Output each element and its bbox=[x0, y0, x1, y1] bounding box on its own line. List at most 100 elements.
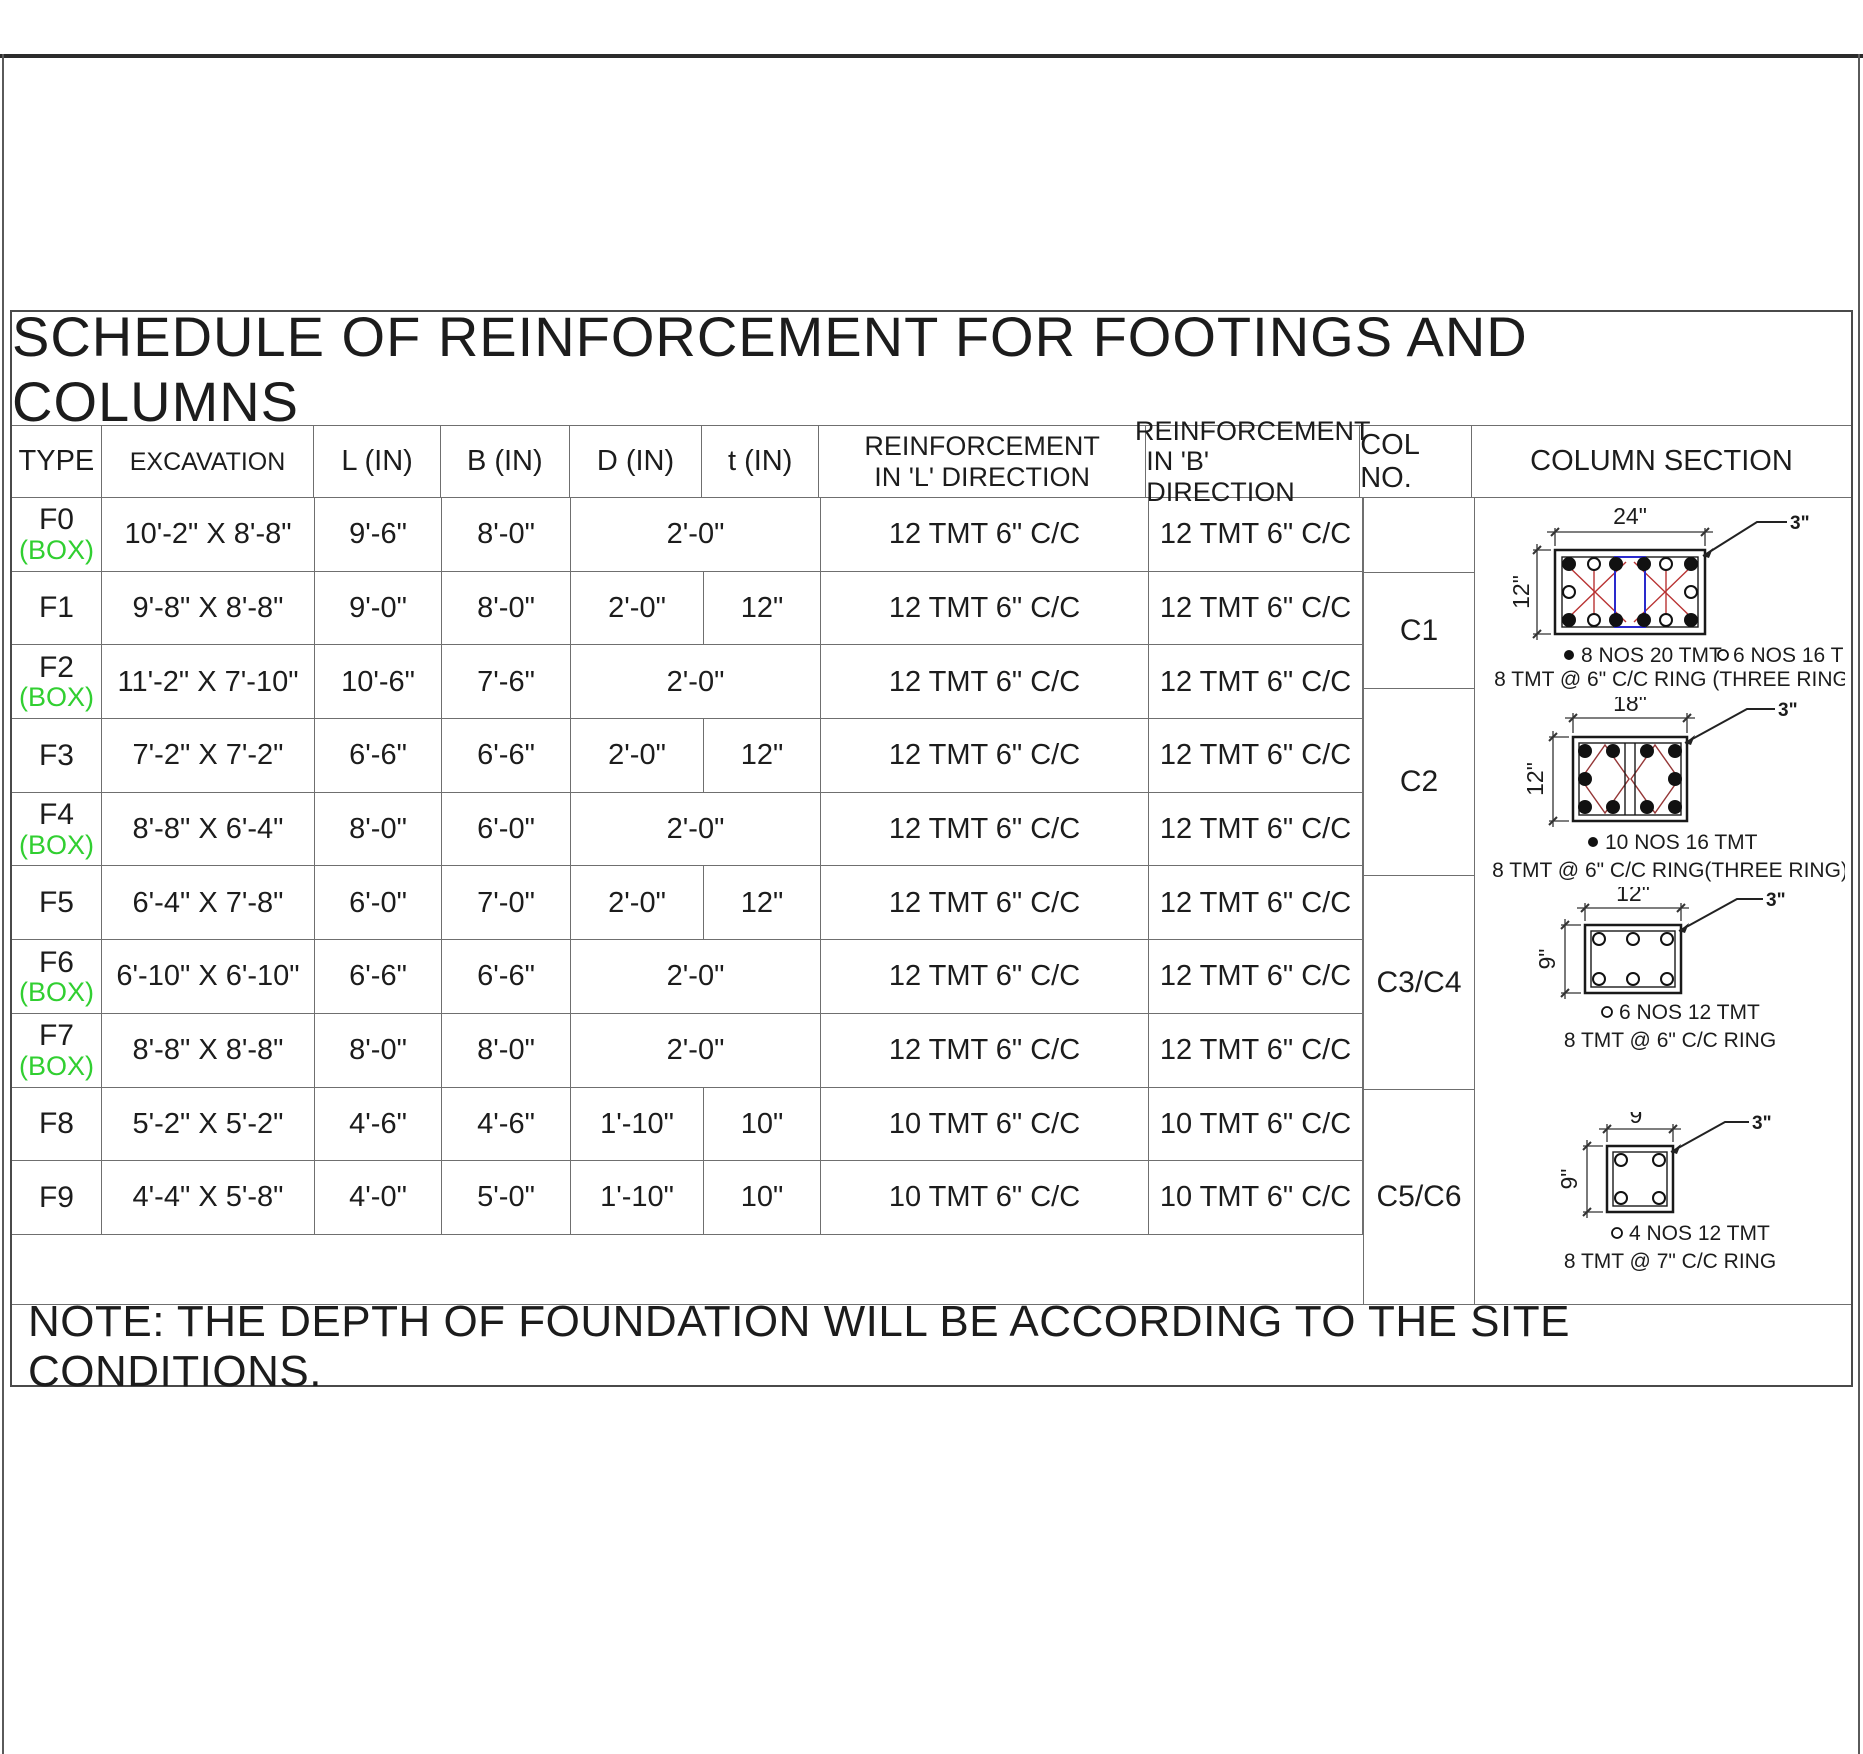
c3-legend-ring: 8 TMT @ 6" C/C RING bbox=[1564, 1029, 1776, 1052]
column-section-column: 24" 12" 3" bbox=[1475, 498, 1855, 1304]
cell-type: F3 bbox=[12, 719, 102, 793]
c2-cover-label: 3" bbox=[1778, 700, 1798, 721]
cell-l: 9'-6" bbox=[315, 498, 442, 572]
box-tag: (BOX) bbox=[18, 534, 94, 565]
c2-width-dim: 18" bbox=[1613, 697, 1647, 716]
cell-b: 5'-0" bbox=[442, 1161, 571, 1235]
table-title: SCHEDULE OF REINFORCEMENT FOR FOOTINGS A… bbox=[12, 305, 1851, 433]
header-l: L (IN) bbox=[314, 426, 441, 497]
c3-leader-arrow bbox=[1679, 923, 1689, 933]
cell-reinf-l: 12 TMT 6" C/C bbox=[821, 645, 1149, 720]
header-b: B (IN) bbox=[441, 426, 570, 497]
box-tag: (BOX) bbox=[18, 1050, 94, 1081]
c1-width-dim: 24" bbox=[1613, 503, 1647, 529]
c5-cover-leader bbox=[1670, 1121, 1749, 1153]
table-row-f5: F5 6'-4" X 7'-8" 6'-0" 7'-0" 2'-0" 12" 1… bbox=[12, 866, 1363, 941]
c1-rebar-dots bbox=[1562, 557, 1698, 627]
cell-reinf-l: 12 TMT 6" C/C bbox=[821, 866, 1149, 941]
header-column-section: COLUMN SECTION bbox=[1530, 445, 1793, 478]
table-row-f7: F7 (BOX) 8'-8" X 8'-8" 8'-0" 8'-0" 2'-0" … bbox=[12, 1013, 1363, 1088]
c1-middle-tie bbox=[1614, 556, 1646, 628]
col-no-c1: C1 bbox=[1364, 573, 1474, 689]
c3-legend-main: 6 NOS 12 TMT bbox=[1619, 1001, 1760, 1024]
c2-legend-filled-dot bbox=[1588, 837, 1598, 847]
cell-type: F8 bbox=[12, 1087, 102, 1162]
cell-b: 6'-6" bbox=[442, 719, 571, 793]
cell-t: 12" bbox=[704, 866, 821, 941]
table-row-f8: F8 5'-2" X 5'-2" 4'-6" 4'-6" 1'-10" 10" … bbox=[12, 1087, 1363, 1162]
cell-t: 12" bbox=[704, 719, 821, 793]
cell-excavation: 6'-4" X 7'-8" bbox=[102, 866, 315, 941]
c3-cover-label: 3" bbox=[1766, 890, 1786, 911]
table-row-f1: F1 9'-8" X 8'-8" 9'-0" 8'-0" 2'-0" 12" 1… bbox=[12, 571, 1363, 646]
c2-height-dim: 12" bbox=[1522, 762, 1548, 796]
cell-reinf-l: 12 TMT 6" C/C bbox=[821, 498, 1149, 572]
col-no-c3-c4: C3/C4 bbox=[1364, 876, 1474, 1090]
c3-width-dim: 12" bbox=[1616, 887, 1650, 906]
box-tag: (BOX) bbox=[18, 682, 94, 713]
cell-reinf-l: 12 TMT 6" C/C bbox=[821, 940, 1149, 1014]
cell-l: 4'-0" bbox=[315, 1161, 442, 1235]
cell-l: 9'-0" bbox=[315, 571, 442, 646]
c5-legend-main: 4 NOS 12 TMT bbox=[1629, 1222, 1770, 1245]
header-excavation: EXCAVATION bbox=[102, 426, 315, 497]
cell-excavation: 6'-10" X 6'-10" bbox=[102, 940, 315, 1014]
col-no-empty-cell bbox=[1364, 498, 1474, 573]
cell-excavation: 7'-2" X 7'-2" bbox=[102, 719, 315, 793]
cell-type: F4 (BOX) bbox=[12, 792, 102, 867]
c1-legend-main: 8 NOS 20 TMT bbox=[1581, 644, 1722, 667]
c5-leader-arrow bbox=[1671, 1144, 1681, 1154]
cell-d: 2'-0" bbox=[571, 571, 704, 646]
cell-l: 10'-6" bbox=[315, 645, 442, 720]
cell-type: F0 (BOX) bbox=[12, 498, 102, 572]
table-header-row: TYPE EXCAVATION L (IN) B (IN) D (IN) t (… bbox=[12, 416, 1851, 507]
cell-l: 6'-6" bbox=[315, 940, 442, 1014]
cell-l: 6'-6" bbox=[315, 719, 442, 793]
cell-excavation: 11'-2" X 7'-10" bbox=[102, 645, 315, 720]
cell-b: 6'-0" bbox=[442, 792, 571, 867]
header-d: D (IN) bbox=[570, 426, 703, 497]
c1-legend-alt: 6 NOS 16 TMT bbox=[1733, 644, 1845, 667]
cell-b: 7'-6" bbox=[442, 645, 571, 720]
cell-reinf-b: 12 TMT 6" C/C bbox=[1149, 645, 1363, 720]
drawing-frame-top-border bbox=[0, 54, 1863, 58]
c2-leader-arrow bbox=[1685, 735, 1695, 745]
c5-legend-ring: 8 TMT @ 7" C/C RING bbox=[1564, 1250, 1776, 1272]
c5-width-dim: 9" bbox=[1630, 1112, 1651, 1128]
cell-reinf-l: 12 TMT 6" C/C bbox=[821, 571, 1149, 646]
cell-excavation: 10'-2" X 8'-8" bbox=[102, 498, 315, 572]
cell-reinf-b: 12 TMT 6" C/C bbox=[1149, 940, 1363, 1014]
cell-excavation: 8'-8" X 8'-8" bbox=[102, 1013, 315, 1088]
c3-legend-hollow-dot bbox=[1601, 1006, 1613, 1018]
box-tag: (BOX) bbox=[18, 977, 94, 1008]
c2-section-drawing: 18" 12" 3" 10 NOS 16 TMT bbox=[1492, 697, 1845, 882]
c1-leader-arrow bbox=[1703, 548, 1713, 558]
cell-d: 2'-0" bbox=[571, 719, 704, 793]
c3-stirrup-ring bbox=[1590, 930, 1676, 988]
cell-l: 8'-0" bbox=[315, 1013, 442, 1088]
cell-d-t-merged: 2'-0" bbox=[571, 940, 821, 1014]
c5-legend-hollow-dot bbox=[1611, 1227, 1623, 1239]
c1-concrete-outline bbox=[1553, 548, 1707, 636]
c1-cover-label: 3" bbox=[1790, 513, 1810, 534]
cell-reinf-b: 12 TMT 6" C/C bbox=[1149, 866, 1363, 941]
c3-rebar-dots bbox=[1592, 932, 1674, 986]
cell-t: 10" bbox=[704, 1161, 821, 1235]
c2-legend-main: 10 NOS 16 TMT bbox=[1605, 831, 1758, 854]
cell-reinf-l: 10 TMT 6" C/C bbox=[821, 1161, 1149, 1235]
table-row-f4: F4 (BOX) 8'-8" X 6'-4" 8'-0" 6'-0" 2'-0" … bbox=[12, 792, 1363, 867]
cell-b: 8'-0" bbox=[442, 498, 571, 572]
c1-height-dim: 12" bbox=[1508, 575, 1534, 609]
cell-reinf-b: 12 TMT 6" C/C bbox=[1149, 719, 1363, 793]
foundation-note: NOTE: THE DEPTH OF FOUNDATION WILL BE AC… bbox=[12, 1297, 1851, 1396]
cell-b: 8'-0" bbox=[442, 571, 571, 646]
header-type: TYPE bbox=[12, 426, 102, 497]
c2-cover-leader bbox=[1684, 708, 1775, 744]
header-col-no: COL NO. bbox=[1360, 426, 1472, 497]
header-reinforcement-l: REINFORCEMENT IN 'L' DIRECTION bbox=[819, 426, 1147, 497]
cell-d: 2'-0" bbox=[571, 866, 704, 941]
cell-excavation: 8'-8" X 6'-4" bbox=[102, 792, 315, 867]
cell-b: 4'-6" bbox=[442, 1087, 571, 1162]
header-reinforcement-b: REINFORCEMENT IN 'B' DIRECTION bbox=[1134, 416, 1371, 507]
c1-cover-leader bbox=[1702, 521, 1787, 557]
